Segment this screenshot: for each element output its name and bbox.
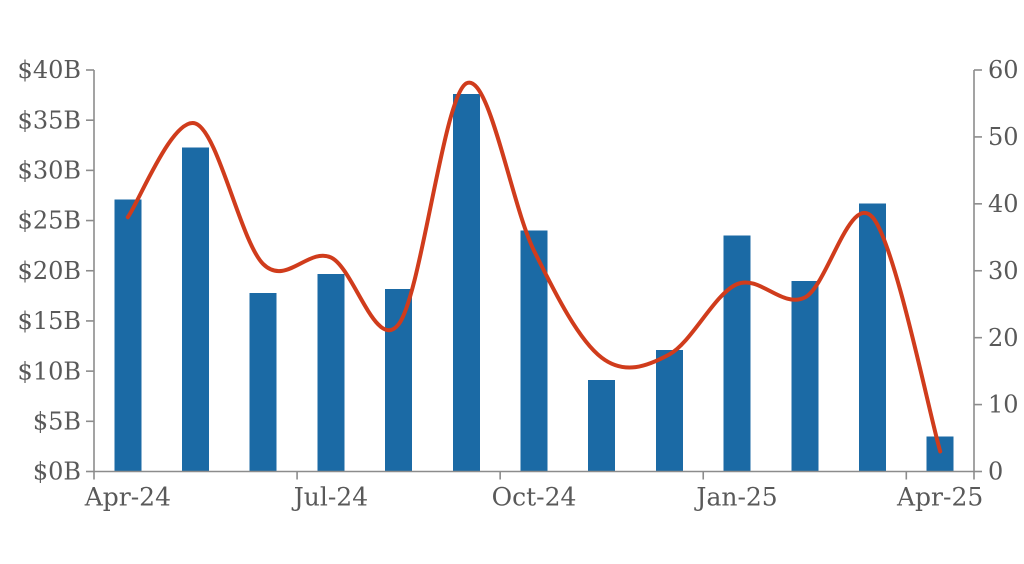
left-axis-label: $5B [33,407,81,435]
bar-Dec-24 [655,350,683,472]
bar-Mar-25 [859,203,886,472]
left-axis-label: $15B [18,307,81,335]
bar-Apr-24 [114,199,142,472]
bar-Sep-24 [452,94,480,472]
right-axis-label: 40 [988,190,1019,218]
right-axis-label: 20 [988,324,1019,352]
line-series-group [125,80,943,454]
bar-Apr-25 [926,436,954,472]
left-axis-label: $40B [18,56,81,84]
right-axis-label: 10 [988,391,1019,419]
left-axis-label: $0B [33,458,81,486]
x-axis-label: Jan-25 [693,483,777,512]
smoothed-trend-line [125,80,943,454]
axis-labels-group: $0B $5B $10B $15B $20B $25B $30B $35B $40B 0 10 20 3… [18,56,1019,511]
bar-Feb-25 [791,280,819,472]
left-axis-label: $20B [18,257,81,285]
bar-series-group [114,94,954,472]
left-axis-label: $10B [18,357,81,385]
right-axis-label: 0 [988,458,1003,486]
bar-Nov-24 [588,380,616,472]
x-axis-label: Jul-24 [291,483,368,512]
bar-May-24 [182,147,209,472]
left-axis-label: $30B [18,157,81,185]
x-axis-label: Apr-25 [896,483,983,512]
axes-group [86,69,982,480]
right-axis-label: 50 [988,123,1019,151]
x-axis-label: Apr-24 [84,483,171,512]
left-axis-label: $35B [18,106,81,134]
right-axis-label: 30 [988,257,1019,285]
x-axis-label: Oct-24 [492,483,577,512]
bar-Aug-24 [385,288,413,472]
right-axis-label: 60 [988,56,1019,84]
bar-Jan-25 [723,235,751,472]
bar-Jul-24 [317,273,345,472]
bar-Jun-24 [249,292,277,472]
left-axis-label: $25B [18,207,81,235]
